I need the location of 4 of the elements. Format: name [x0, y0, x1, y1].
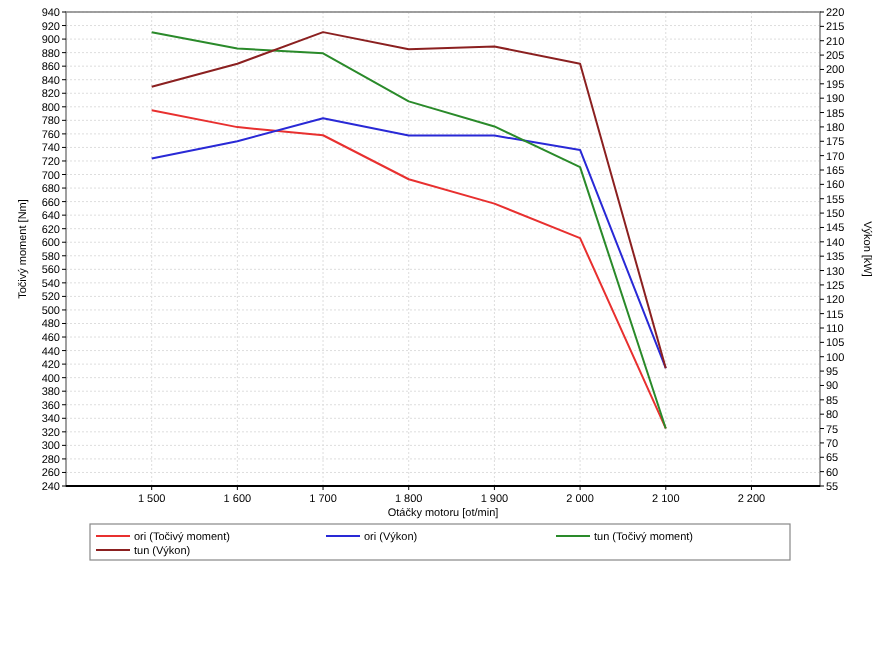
line-series	[150, 109, 667, 430]
line-series	[150, 31, 667, 430]
line-series	[150, 31, 667, 370]
line-series	[150, 117, 667, 370]
